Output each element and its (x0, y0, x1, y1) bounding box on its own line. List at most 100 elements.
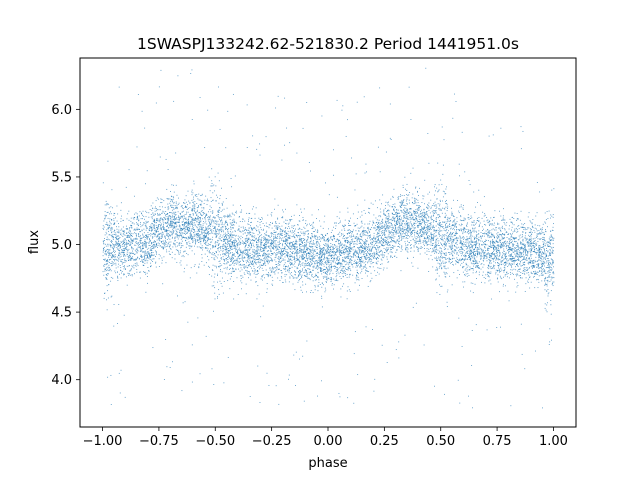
data-point (428, 220, 430, 221)
data-point (402, 235, 404, 237)
data-point (422, 229, 424, 231)
data-point (280, 260, 282, 262)
data-point (234, 270, 235, 272)
data-point (381, 256, 383, 258)
data-point (377, 249, 379, 251)
data-point (109, 226, 111, 228)
data-point (122, 236, 124, 237)
data-point (296, 258, 298, 260)
data-point (426, 222, 428, 224)
data-point (431, 215, 433, 217)
data-point (498, 235, 500, 237)
data-point (270, 235, 272, 237)
data-point (235, 248, 237, 250)
data-point (402, 221, 404, 222)
data-point (294, 266, 296, 268)
data-point (282, 211, 284, 213)
data-point (413, 245, 415, 247)
data-point (410, 232, 412, 234)
data-point (257, 250, 259, 251)
data-point (516, 231, 518, 233)
data-point (278, 403, 280, 405)
data-point (374, 253, 375, 255)
data-point (146, 242, 148, 243)
data-point (212, 192, 214, 194)
data-point (132, 222, 134, 224)
data-point (412, 223, 414, 225)
data-point (530, 255, 532, 257)
data-point (465, 239, 467, 241)
data-point (332, 149, 334, 151)
data-point (453, 272, 455, 274)
data-point (437, 224, 439, 226)
data-point (279, 230, 281, 232)
data-point (264, 263, 266, 265)
data-point (240, 204, 241, 206)
data-point (173, 197, 175, 199)
data-point (243, 249, 245, 251)
data-point (443, 227, 445, 229)
data-point (311, 251, 313, 253)
data-point (445, 257, 447, 259)
data-point (346, 276, 348, 278)
data-point (227, 356, 229, 358)
data-point (342, 224, 344, 226)
data-point (530, 236, 532, 238)
data-point (189, 202, 191, 204)
data-point (195, 243, 196, 245)
data-point (446, 273, 448, 275)
data-point (159, 209, 161, 211)
data-point (359, 260, 361, 262)
data-point (150, 240, 151, 242)
data-point (414, 241, 416, 243)
data-point (436, 206, 438, 208)
data-point (303, 249, 305, 251)
data-point (291, 236, 293, 238)
data-point (463, 237, 465, 239)
data-point (224, 245, 226, 247)
data-point (109, 245, 111, 246)
data-point (257, 270, 258, 272)
data-point (167, 198, 169, 200)
data-point (196, 230, 198, 232)
data-point (329, 247, 330, 248)
data-point (254, 227, 256, 229)
data-point (172, 218, 174, 220)
data-point (122, 241, 124, 243)
data-point (320, 260, 321, 262)
data-point (425, 240, 427, 242)
data-point (229, 249, 231, 251)
data-point (286, 274, 288, 276)
data-point (128, 243, 130, 245)
data-point (305, 275, 306, 277)
data-point (536, 279, 537, 281)
data-point (511, 223, 513, 225)
data-point (299, 220, 301, 222)
data-point (436, 240, 438, 242)
data-point (273, 225, 275, 227)
data-point (132, 240, 134, 242)
data-point (151, 229, 152, 231)
data-point (327, 277, 329, 279)
data-point (288, 255, 290, 257)
data-point (316, 231, 318, 233)
data-point (131, 241, 133, 243)
data-point (453, 240, 455, 241)
data-point (208, 176, 210, 178)
data-point (524, 252, 526, 254)
data-point (456, 239, 458, 241)
data-point (500, 277, 502, 279)
data-point (498, 249, 500, 251)
data-point (301, 264, 303, 266)
data-point (497, 245, 499, 247)
data-point (284, 262, 286, 264)
data-point (195, 239, 197, 240)
data-point (472, 252, 474, 254)
data-point (382, 221, 384, 223)
data-point (113, 325, 115, 327)
data-point (550, 276, 552, 278)
data-point (321, 115, 323, 117)
data-point (470, 262, 472, 264)
data-point (209, 228, 211, 229)
data-point (175, 223, 177, 225)
